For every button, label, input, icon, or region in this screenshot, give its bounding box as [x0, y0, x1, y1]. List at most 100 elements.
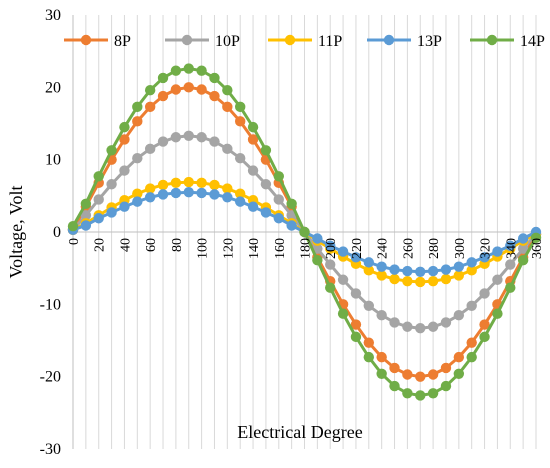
data-point — [350, 331, 362, 343]
data-point — [247, 121, 259, 133]
data-point — [222, 192, 233, 203]
data-point — [363, 337, 375, 348]
data-point — [222, 143, 233, 155]
series-14P — [67, 63, 542, 401]
x-tick-label: 0 — [67, 238, 82, 245]
x-tick-label: 140 — [247, 238, 262, 259]
x-tick-label: 320 — [479, 238, 494, 259]
x-tick-label: 20 — [93, 238, 108, 252]
data-point — [402, 388, 413, 399]
data-point — [453, 261, 465, 272]
data-point — [299, 226, 310, 238]
data-point — [144, 85, 156, 96]
data-point — [196, 84, 207, 95]
data-point — [479, 319, 490, 330]
data-point — [196, 177, 207, 189]
data-point — [170, 187, 182, 199]
data-point — [350, 319, 362, 330]
data-point — [415, 371, 426, 382]
data-point — [440, 362, 452, 374]
legend-item: 13P — [367, 33, 442, 50]
data-point — [325, 240, 336, 251]
data-point — [222, 183, 233, 194]
data-point — [402, 265, 413, 277]
data-point — [80, 220, 92, 231]
data-point — [106, 179, 117, 190]
x-tick-label: 300 — [453, 238, 468, 259]
data-point — [234, 188, 246, 199]
legend-label: 10P — [215, 33, 240, 50]
data-point — [479, 288, 490, 299]
data-point — [505, 240, 516, 251]
data-point — [247, 165, 259, 176]
data-point — [209, 136, 220, 147]
data-point — [273, 213, 284, 224]
data-point — [466, 300, 477, 311]
data-point — [427, 321, 439, 332]
data-point — [209, 189, 220, 200]
data-point — [209, 179, 220, 191]
data-point — [183, 176, 194, 188]
data-point — [453, 270, 465, 281]
x-tick-label: 220 — [350, 238, 365, 259]
data-point — [196, 132, 207, 143]
legend-label: 14P — [520, 33, 545, 50]
data-point — [337, 274, 349, 285]
data-point — [389, 380, 400, 392]
data-point — [170, 177, 182, 189]
legend-swatch-marker — [181, 34, 193, 46]
series-13P — [67, 187, 542, 277]
data-point — [80, 210, 92, 221]
data-point — [183, 82, 194, 93]
data-point — [312, 255, 323, 266]
legend-item: 11P — [268, 33, 342, 50]
legend-item: 8P — [64, 33, 131, 50]
data-point — [530, 232, 542, 243]
data-point — [363, 351, 375, 363]
data-point — [350, 288, 362, 299]
data-point — [170, 65, 182, 76]
x-tick-label: 280 — [427, 238, 442, 259]
data-point — [183, 187, 194, 198]
data-point — [144, 183, 156, 194]
data-point — [234, 101, 246, 113]
data-point — [106, 145, 117, 156]
legend-label: 11P — [318, 33, 342, 50]
data-point — [132, 196, 143, 207]
data-point — [312, 233, 323, 244]
y-tick-label: 20 — [45, 79, 61, 96]
data-point — [144, 101, 156, 113]
data-point — [157, 189, 169, 200]
data-point — [234, 153, 246, 164]
data-point — [492, 308, 503, 319]
data-point — [247, 134, 259, 145]
data-point — [440, 273, 452, 285]
x-tick-label: 80 — [170, 238, 185, 252]
data-point — [132, 188, 143, 199]
data-point — [427, 388, 439, 399]
data-point — [196, 65, 207, 76]
data-point — [93, 213, 104, 224]
data-point — [466, 257, 477, 268]
data-point — [170, 132, 182, 143]
data-point — [517, 243, 529, 254]
data-point — [144, 192, 156, 203]
data-point — [209, 90, 220, 102]
data-point — [453, 351, 465, 363]
data-point — [389, 317, 400, 328]
data-point — [67, 221, 79, 232]
data-point — [479, 252, 490, 263]
data-point — [157, 136, 169, 147]
data-point — [93, 171, 104, 182]
legend-label: 8P — [114, 33, 131, 50]
x-tick-label: 360 — [530, 238, 545, 259]
data-point — [376, 309, 387, 321]
data-point — [286, 198, 297, 209]
data-point — [376, 351, 387, 363]
data-point — [144, 143, 156, 155]
data-point — [196, 187, 207, 199]
data-point — [427, 369, 439, 380]
data-point — [440, 317, 452, 328]
data-point — [402, 369, 413, 380]
